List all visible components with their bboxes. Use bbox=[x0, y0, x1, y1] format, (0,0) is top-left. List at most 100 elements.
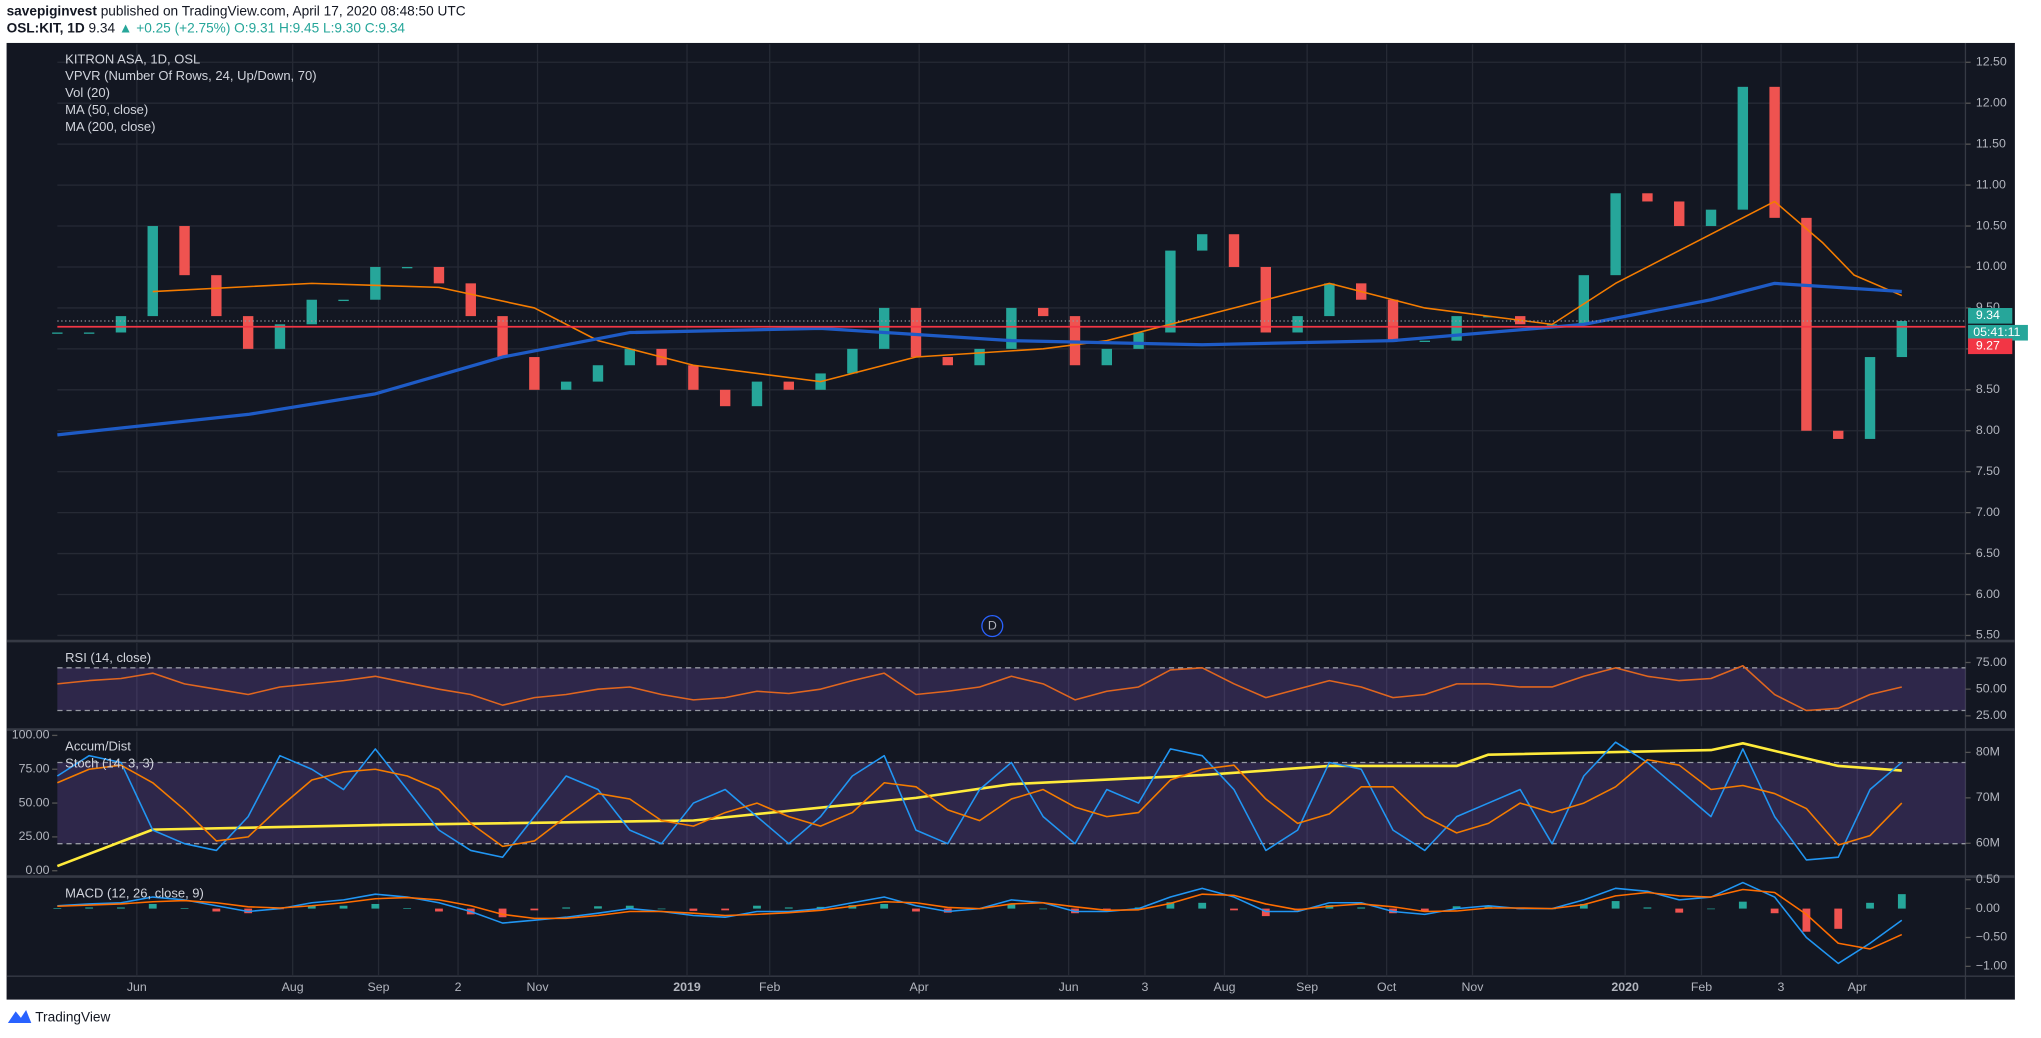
y-tick-label: 25.00 bbox=[1976, 708, 2007, 722]
x-tick-label: Feb bbox=[1691, 980, 1712, 994]
y-tick-label: 0.00 bbox=[1976, 901, 2000, 915]
y-tick-label: 11.50 bbox=[1976, 136, 2006, 150]
price-bar bbox=[847, 348, 858, 374]
price-bar bbox=[1101, 348, 1113, 366]
x-tick-label: 2019 bbox=[673, 980, 701, 994]
price-bar bbox=[1196, 234, 1208, 251]
price-bar bbox=[1705, 209, 1717, 227]
histogram-bar bbox=[657, 908, 666, 910]
histogram-bar bbox=[912, 908, 920, 912]
price-bar bbox=[179, 226, 190, 276]
histogram-bar bbox=[403, 908, 412, 909]
y-tick-label: 50.00 bbox=[19, 795, 50, 809]
y-tick-label: 100.00 bbox=[12, 728, 50, 742]
histogram-bar bbox=[1230, 908, 1238, 911]
y-tick-label: 11.00 bbox=[1976, 177, 2006, 191]
histogram-bar bbox=[1102, 908, 1111, 910]
histogram-bar bbox=[1039, 908, 1048, 910]
histogram-bar bbox=[1357, 907, 1366, 909]
legend-entry: MACD (12, 26, close, 9) bbox=[65, 886, 204, 901]
y-tick-label: −0.50 bbox=[1976, 930, 2007, 944]
y-tick-label: 12.00 bbox=[1976, 95, 2007, 109]
price-label-box bbox=[1968, 338, 2013, 355]
tradingview-logo bbox=[7, 1010, 32, 1024]
price-label: 9.34 bbox=[1976, 308, 2000, 322]
legend-entry: Stoch (14, 3, 3) bbox=[65, 755, 154, 770]
price-bar bbox=[274, 324, 286, 349]
x-tick-label: Oct bbox=[1377, 980, 1397, 994]
price-bar bbox=[83, 332, 95, 334]
y-tick-label: 75.00 bbox=[19, 762, 50, 776]
y-tick-label: 5.50 bbox=[1976, 628, 2000, 642]
y-tick-label: 8.50 bbox=[1976, 382, 2000, 396]
histogram-bar bbox=[180, 908, 189, 909]
x-tick-label: Feb bbox=[759, 980, 780, 994]
x-tick-label: Sep bbox=[1296, 980, 1318, 994]
x-tick-label: Sep bbox=[368, 980, 390, 994]
price-bar bbox=[560, 381, 572, 390]
histogram-bar bbox=[1579, 903, 1588, 909]
price-bar bbox=[433, 266, 445, 284]
close: C:9.34 bbox=[365, 20, 406, 35]
price-bar bbox=[1292, 316, 1303, 333]
histogram-bar bbox=[498, 908, 507, 918]
price-bar bbox=[1737, 86, 1749, 210]
price-bar bbox=[688, 365, 699, 390]
chart-background bbox=[6, 42, 2015, 1000]
published: published on TradingView.com, April 17, … bbox=[101, 3, 466, 18]
price-bar bbox=[624, 348, 635, 366]
annotation-marker bbox=[981, 614, 1004, 638]
series-line bbox=[56, 741, 1903, 861]
price-bar bbox=[1833, 430, 1844, 439]
publisher: savepiginvest bbox=[7, 3, 98, 18]
histogram-bar bbox=[880, 903, 889, 909]
x-tick-label: Jun bbox=[1059, 980, 1079, 994]
price-bar bbox=[1419, 340, 1431, 342]
histogram-bar bbox=[148, 903, 157, 909]
price-bar bbox=[147, 226, 158, 317]
y2-tick-label: 60M bbox=[1976, 836, 2000, 850]
series-line bbox=[57, 758, 1903, 848]
histogram-bar bbox=[1611, 901, 1620, 909]
histogram-bar bbox=[721, 908, 730, 911]
y-tick-label: 6.00 bbox=[1976, 587, 2000, 601]
price-bar bbox=[465, 283, 476, 317]
price-bar bbox=[529, 357, 540, 390]
y2-tick-label: 80M bbox=[1976, 745, 2000, 759]
y-tick-label: 8.00 bbox=[1976, 423, 2000, 437]
low: L:9.30 bbox=[323, 20, 361, 35]
price-bar bbox=[401, 266, 413, 269]
histogram-bar bbox=[1452, 906, 1461, 909]
x-tick-label: Nov bbox=[527, 980, 550, 994]
histogram-bar bbox=[689, 908, 698, 911]
price-bar bbox=[1133, 332, 1144, 349]
price-bar bbox=[1228, 234, 1240, 267]
legend-entry: MA (200, close) bbox=[65, 119, 155, 134]
price-bar bbox=[1896, 321, 1908, 358]
x-tick-label: Aug bbox=[282, 980, 304, 994]
y2-tick-label: 70M bbox=[1976, 790, 2000, 804]
price-bar bbox=[751, 381, 763, 407]
histogram-bar bbox=[530, 908, 539, 911]
histogram-bar bbox=[1198, 902, 1207, 909]
x-tick-label: Jun bbox=[127, 980, 147, 994]
histogram-bar bbox=[339, 905, 348, 909]
price-bar bbox=[1006, 307, 1017, 349]
y-tick-label: 75.00 bbox=[1976, 655, 2007, 669]
histogram-bar bbox=[1834, 908, 1843, 929]
histogram-bar bbox=[1866, 902, 1874, 909]
histogram-bar bbox=[1675, 908, 1684, 913]
legend-entry: KITRON ASA, 1D, OSL bbox=[65, 51, 200, 66]
price-bar bbox=[338, 299, 349, 302]
price-bar bbox=[942, 357, 953, 366]
histogram-bar bbox=[85, 907, 94, 909]
histogram-bar bbox=[1770, 908, 1779, 914]
histogram-bar bbox=[1261, 908, 1270, 917]
histogram-bar bbox=[307, 905, 316, 909]
price-bar bbox=[1610, 193, 1621, 276]
price-bar bbox=[1451, 316, 1462, 341]
y-tick-label: 10.00 bbox=[1976, 259, 2007, 273]
price-bar bbox=[1165, 250, 1176, 333]
x-tick-label: 2020 bbox=[1611, 980, 1639, 994]
histogram-bar bbox=[435, 908, 443, 912]
